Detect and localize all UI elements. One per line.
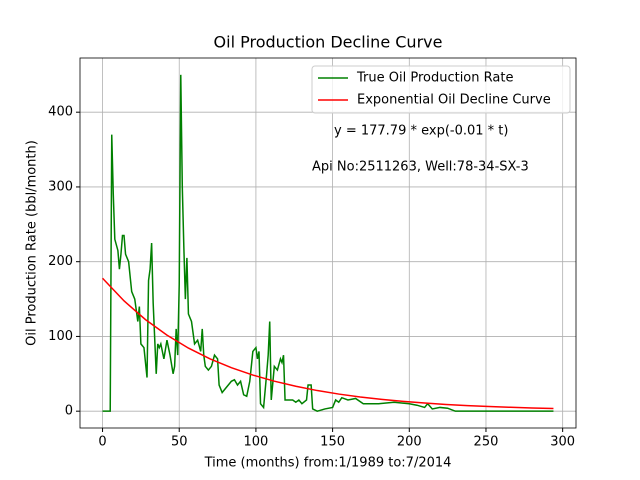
annotation: y = 177.79 * exp(-0.01 * t) [334,124,508,139]
x-tick-label: 50 [171,435,188,450]
legend-label: True Oil Production Rate [356,71,513,86]
y-tick-label: 400 [48,105,73,120]
x-tick-label: 200 [397,435,422,450]
series-line [102,74,554,412]
x-tick-label: 100 [244,435,269,450]
x-tick-label: 250 [474,435,499,450]
y-tick-label: 200 [48,254,73,269]
y-tick-label: 0 [65,404,73,419]
series-line [102,277,554,410]
x-tick-label: 300 [550,435,575,450]
x-tick-label: 0 [98,435,106,450]
x-axis-label: Time (months) from:1/1989 to:7/2014 [204,456,452,471]
plot-frame [79,57,577,429]
chart-title: Oil Production Decline Curve [214,33,443,52]
y-axis-label: Oil Production Rate (bbl/month) [25,140,40,346]
x-tick-label: 150 [320,435,345,450]
legend-label: Exponential Oil Decline Curve [357,93,551,108]
y-tick-label: 300 [48,179,73,194]
y-tick-label: 100 [48,329,73,344]
legend-box [311,65,571,114]
annotation: Api No:2511263, Well:78-34-SX-3 [312,160,529,175]
